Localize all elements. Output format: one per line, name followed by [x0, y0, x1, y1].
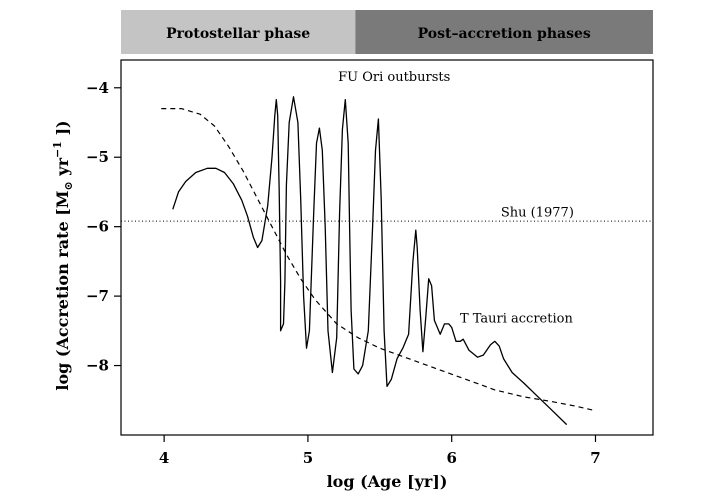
x-tick-label: 6: [446, 449, 456, 467]
y-tick-label: −7: [86, 287, 109, 305]
annotation-3: T Tauri accretion: [460, 312, 574, 327]
x-tick-label: 4: [159, 449, 169, 467]
x-tick-label: 5: [303, 449, 313, 467]
phase-label-2: Post–accretion phases: [418, 26, 591, 42]
y-axis-title: log (Accretion rate [M⊙ yr−1 ]): [51, 120, 75, 390]
annotation-1: FU Ori outbursts: [338, 70, 450, 85]
series-dashed-line: [161, 109, 595, 411]
x-axis-title: log (Age [yr]): [327, 472, 448, 491]
series-solid-line: [173, 97, 567, 425]
y-tick-label: −4: [86, 79, 109, 97]
y-tick-label: −6: [86, 218, 109, 236]
y-axis-title-part: ]): [53, 120, 72, 141]
y-axis-title-part: yr: [53, 157, 72, 181]
y-tick-label: −8: [86, 357, 109, 375]
y-axis-title-sun: ⊙: [62, 181, 75, 190]
annotation-2: Shu (1977): [501, 205, 574, 220]
y-tick-label: −5: [86, 148, 109, 166]
accretion-chart: Protostellar phase Post–accretion phases 4…: [0, 0, 725, 502]
y-axis-title-part: log (Accretion rate [M: [53, 190, 72, 390]
phase-label-1: Protostellar phase: [166, 26, 310, 42]
x-tick-label: 7: [590, 449, 600, 467]
y-axis-title-exponent: −1: [51, 141, 64, 158]
